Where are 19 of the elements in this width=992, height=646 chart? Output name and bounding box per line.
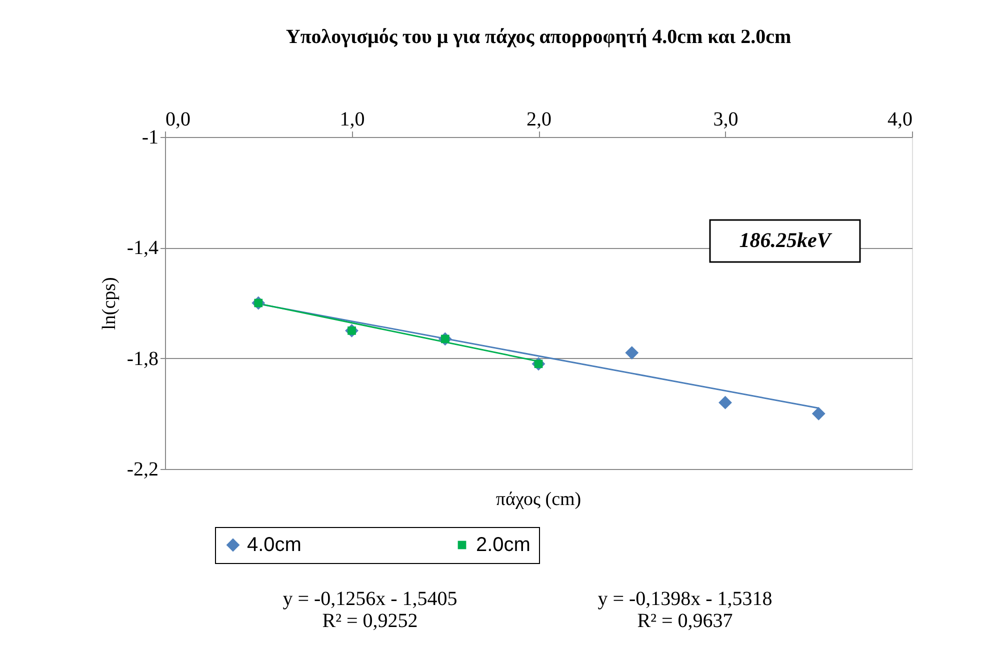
x-tick-label: 4,0 [888, 108, 912, 130]
text: R² = 0,9637 [637, 610, 733, 632]
x-tick-label: 0,0 [166, 108, 190, 130]
chart-title: Υπολογισμός του μ για πάχος απορροφητή 4.0cm και 2.0cm [286, 26, 792, 48]
text: y = -0,1398x - 1,5318 [598, 588, 772, 610]
x-tick-label: 2,0 [526, 108, 552, 130]
y-tick-label: -1,8 [126, 348, 158, 370]
x-axis-title: πάχος (cm) [496, 489, 582, 510]
text: R² = 0,9252 [322, 610, 418, 632]
y-tick-label: -1 [142, 126, 158, 148]
text: y = -0,1256x - 1,5405 [282, 588, 458, 610]
y-axis-title: ln(cps) [98, 277, 120, 330]
y-tick-label: -1,4 [126, 237, 158, 260]
x-tick-label: 1,0 [340, 108, 365, 130]
y-tick-label: -2,2 [126, 458, 158, 480]
legend-label: 2.0cm [476, 534, 530, 556]
annotation: 186.25keV [739, 228, 833, 252]
legend-label: 4.0cm [247, 534, 302, 556]
x-tick-label: 3,0 [713, 108, 738, 130]
